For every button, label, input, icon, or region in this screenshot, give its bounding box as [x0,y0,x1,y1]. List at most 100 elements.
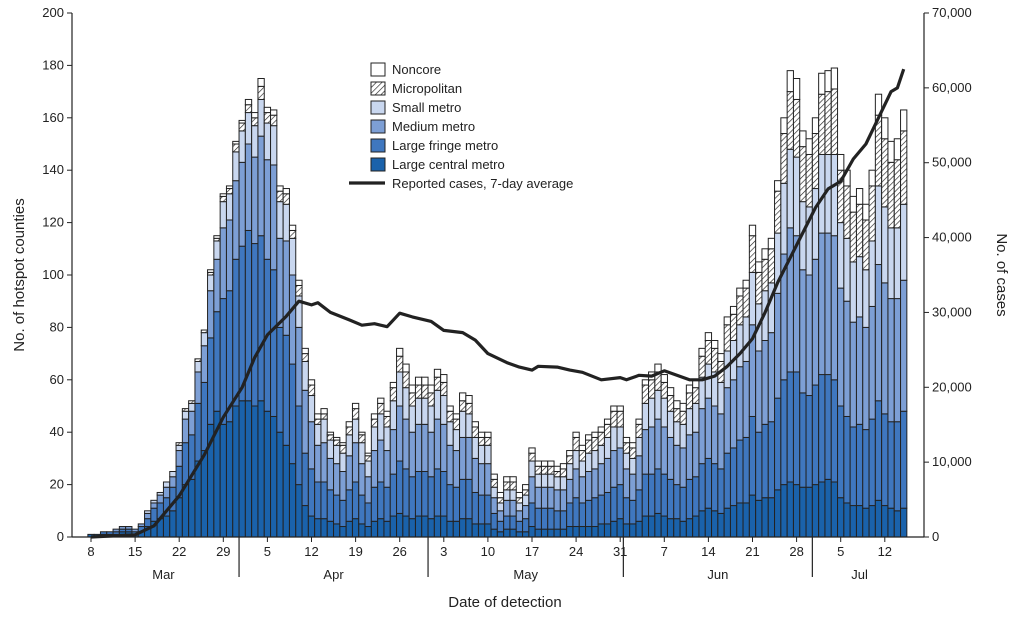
bar-segment-large-central-metro [358,523,366,538]
bar-segment-medium-metro [131,528,139,533]
bar-segment-small-metro [490,486,498,499]
bar-segment-medium-metro [566,478,574,504]
bar-segment-micropolitan [780,133,788,184]
y-tick-label: 20 [50,477,64,492]
bar-segment-large-central-metro [351,518,360,538]
bar-segment-large-fringe-metro [314,481,322,520]
bar-segment-large-fringe-metro [610,486,618,522]
bar-segment-medium-metro [219,227,227,300]
bar-segment-large-fringe-metro [711,463,719,512]
bar-segment-noncore [503,476,511,483]
bar-segment-micropolitan [301,353,309,362]
bar-segment-noncore [528,447,536,454]
bar-segment-large-central-metro [433,515,442,538]
bar-segment-noncore [345,421,353,428]
y-tick-label: 160 [42,110,64,125]
bar-segment-noncore [408,384,416,394]
bar-segment-large-central-metro [314,518,322,538]
bar-segment-medium-metro [421,423,429,472]
bar-segment-medium-metro [427,431,435,478]
bar-segment-large-fringe-metro [496,520,505,533]
bar-segment-large-fringe-metro [585,499,593,528]
bar-segment-noncore [383,410,391,417]
bar-segment-medium-metro [125,526,133,530]
bar-segment-micropolitan [345,426,353,436]
bar-segment-large-fringe-metro [465,478,473,520]
y2-tick-label: 50,000 [932,155,972,170]
bar-segment-small-metro [748,271,757,326]
bar-segment-large-central-metro [893,510,902,538]
bar-segment-noncore [314,413,322,420]
bar-segment-large-fringe-metro [736,439,744,504]
bar-segment-noncore [282,188,290,195]
bar-segment-large-fringe-metro [370,486,379,522]
bar-segment-small-metro [263,122,272,161]
bar-segment-large-fringe-metro [654,468,662,514]
bar-segment-medium-metro [446,444,454,486]
y2-tick-label: 10,000 [932,454,972,469]
bar-segment-medium-metro [711,405,719,465]
bar-segment-noncore [818,72,826,95]
bar-segment-micropolitan [351,408,360,420]
y-tick-label: 80 [50,319,64,334]
bar-segment-large-fringe-metro [440,471,448,517]
bar-segment-large-central-metro [238,400,246,538]
legend-label: Reported cases, 7-day average [392,176,573,191]
y2-axis-label: No. of cases [993,233,1010,316]
bar-segment-small-metro [540,473,549,488]
bar-segment-medium-metro [225,219,234,292]
bar-segment-micropolitan [603,423,612,438]
bar-segment-noncore [660,374,668,383]
bar-segment-micropolitan [433,376,442,391]
bar-segment-small-metro [559,476,568,491]
bar-segment-medium-metro [408,431,416,478]
y-tick-label: 100 [42,267,64,282]
bar-segment-large-fringe-metro [446,484,454,522]
bar-segment-medium-metro [818,232,826,376]
bar-segment-large-central-metro [603,523,612,538]
legend-swatch [370,157,386,172]
bar-segment-micropolitan [358,434,366,444]
bar-segment-large-fringe-metro [528,502,536,528]
bar-segment-noncore [509,476,517,483]
bar-segment-small-metro [547,473,555,488]
bar-segment-noncore [585,434,593,441]
bar-segment-noncore [257,78,265,87]
bar-segment-small-metro [358,442,366,465]
bar-segment-large-fringe-metro [320,481,328,520]
bar-segment-small-metro [270,125,278,166]
bar-segment-micropolitan [396,355,404,373]
bar-segment-medium-metro [144,512,152,520]
y2-tick-label: 30,000 [932,304,972,319]
bar-segment-noncore [477,431,486,438]
bar-segment-large-fringe-metro [792,371,801,486]
bar-segment-small-metro [181,410,190,420]
bar-segment-small-metro [837,222,845,289]
bar-segment-small-metro [616,426,624,449]
bar-segment-large-fringe-metro [396,460,404,514]
bar-segment-micropolitan [370,418,379,428]
legend-swatch [370,62,386,77]
bar-segment-medium-metro [477,463,486,496]
bar-segment-noncore [641,379,650,386]
bar-segment-micropolitan [811,133,820,190]
bar-segment-small-metro [301,360,309,391]
bar-segment-large-central-metro [225,421,234,538]
bar-segment-noncore [774,180,782,192]
bar-segment-large-fringe-metro [276,326,284,433]
bar-segment-large-fringe-metro [414,471,423,517]
bar-segment-medium-metro [572,468,580,499]
bar-segment-medium-metro [534,486,542,509]
bar-segment-small-metro [572,450,580,470]
bar-segment-medium-metro [685,434,694,480]
bar-segment-large-central-metro [540,528,549,538]
bar-segment-medium-metro [761,340,769,425]
bar-segment-medium-metro [314,444,322,483]
bar-segment-medium-metro [893,298,902,423]
bar-segment-large-central-metro [711,510,719,538]
bar-segment-large-central-metro [553,528,561,538]
bar-segment-small-metro [893,227,902,300]
bar-segment-large-central-metro [629,523,637,538]
bar-segment-noncore [830,67,839,90]
bar-segment-medium-metro [666,436,675,480]
